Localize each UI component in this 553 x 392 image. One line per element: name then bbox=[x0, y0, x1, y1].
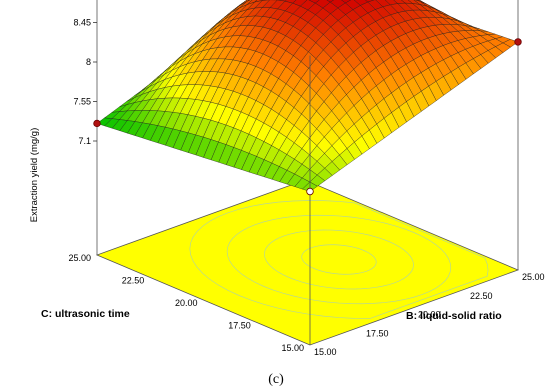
z-axis-label: Extraction yield (mg/g) bbox=[29, 128, 40, 223]
z-tick-label: 7.55 bbox=[73, 97, 91, 107]
z-tick-label: 8.45 bbox=[73, 18, 91, 28]
floor-contour bbox=[264, 229, 414, 290]
b-tick-label: 20.00 bbox=[418, 310, 441, 320]
b-tick-label: 17.50 bbox=[366, 328, 389, 338]
floor-contour bbox=[226, 214, 452, 305]
panel-label: (c) bbox=[268, 372, 284, 387]
design-points bbox=[93, 38, 522, 196]
design-point bbox=[514, 38, 522, 46]
c-tick-label: 17.50 bbox=[228, 321, 251, 331]
b-axis-ticks: 15.00 17.50 20.00 22.50 25.00 bbox=[314, 272, 545, 357]
b-axis-label: B: liquid-solid ratio bbox=[406, 310, 502, 322]
b-tick-label: 22.50 bbox=[470, 291, 493, 301]
c-axis-label: C: ultrasonic time bbox=[41, 308, 130, 320]
b-tick-label: 25.00 bbox=[522, 272, 545, 282]
design-point bbox=[306, 187, 314, 196]
response-surface bbox=[96, 0, 519, 192]
c-tick-label: 25.00 bbox=[68, 253, 91, 263]
c-tick-label: 15.00 bbox=[281, 343, 304, 353]
z-tick-label: 8 bbox=[86, 57, 91, 67]
floor-contour bbox=[301, 244, 377, 275]
c-tick-label: 20.00 bbox=[175, 298, 198, 308]
design-point bbox=[93, 119, 101, 128]
c-axis-ticks: 15.00 17.50 20.00 22.50 25.00 bbox=[68, 253, 304, 353]
z-tick-label: 7.1 bbox=[78, 136, 91, 146]
c-tick-label: 22.50 bbox=[122, 276, 145, 286]
floor-contour bbox=[189, 200, 489, 319]
b-tick-label: 15.00 bbox=[314, 347, 337, 357]
